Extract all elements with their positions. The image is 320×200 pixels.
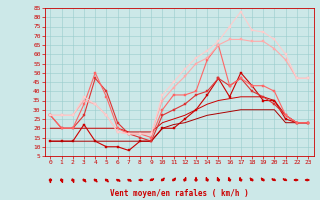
Text: Vent moyen/en rafales ( km/h ): Vent moyen/en rafales ( km/h ) <box>110 189 249 198</box>
